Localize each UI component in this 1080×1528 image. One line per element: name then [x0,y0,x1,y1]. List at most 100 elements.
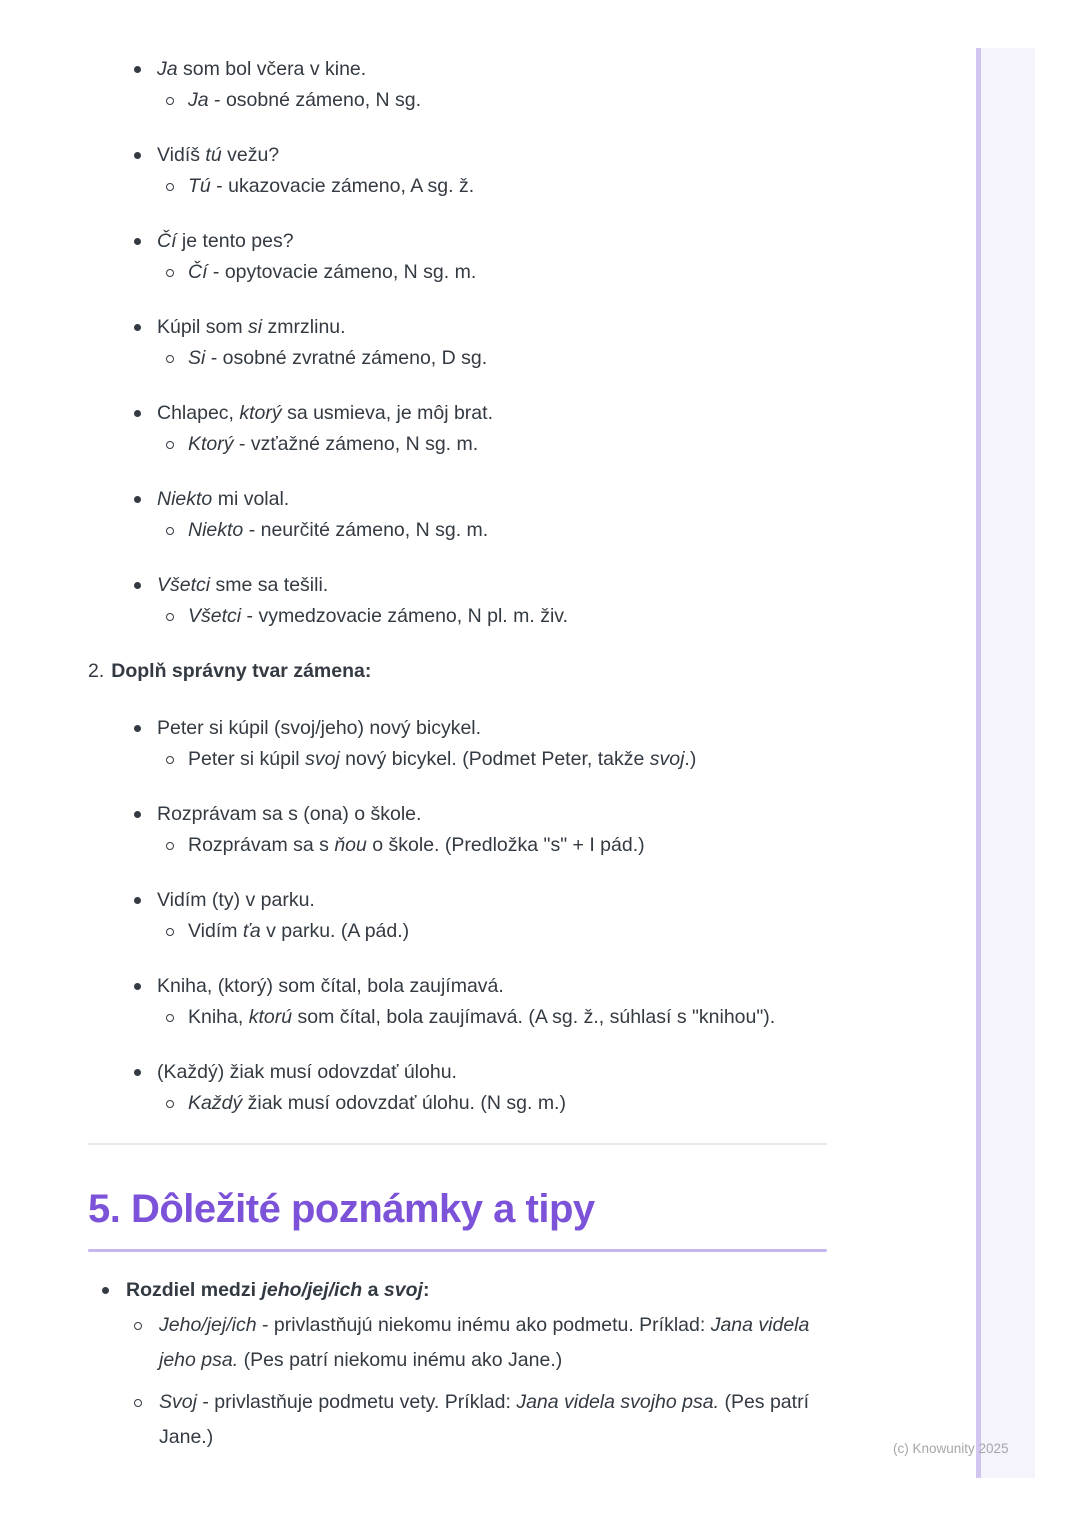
text-segment: (Každý) žiak musí odovzdať úlohu. [157,1061,457,1083]
sentence-text: Všetci sme sa tešili. [157,570,328,601]
list-item-sentence: Peter si kúpil (svoj/jeho) nový bicykel. [88,713,827,744]
exercise1-answer-list: Ja som bol včera v kine. Ja - osobné záme… [88,54,827,632]
text-segment: Všetci [157,574,211,596]
text-segment: Ja [188,89,209,111]
bullet-icon [134,1069,141,1076]
text-segment: nový bicykel. (Podmet Peter, takže [339,748,650,770]
text-segment: ktorú [248,1006,293,1028]
text-segment: žiak musí odovzdať úlohu. (N sg. m.) [242,1092,566,1114]
text-segment: Kniha, [188,1006,249,1028]
bullet-icon [134,897,141,904]
text-segment: v parku. (A pád.) [260,920,410,942]
text-segment: Rozdiel medzi [126,1279,262,1301]
explanation-text: Každý žiak musí odovzdať úlohu. (N sg. m… [188,1088,566,1119]
bullet-icon [134,66,141,73]
explanation-text: Ja - osobné zámeno, N sg. [188,85,421,116]
text-segment: ťa [242,920,261,942]
list-item: Kúpil som si zmrzlinu. Si - osobné zvratn… [88,312,827,374]
sentence-text: Ja som bol včera v kine. [157,54,366,85]
bullet-icon [134,410,141,417]
text-segment: si [248,316,263,338]
circle-bullet-icon [166,755,174,764]
explanation-text: Niekto - neurčité zámeno, N sg. m. [188,515,488,546]
sentence-text: (Každý) žiak musí odovzdať úlohu. [157,1057,457,1088]
text-segment: Ja [157,58,178,80]
text-segment: Svoj [159,1391,197,1413]
section-heading: 5. Dôležité poznámky a tipy [88,1187,595,1231]
circle-bullet-icon [166,182,174,191]
text-segment: Peter si kúpil [188,748,306,770]
text-segment: Jeho/jej/ich [159,1314,257,1336]
text-segment: Jana videla jeho psa. [159,1314,810,1371]
list-item-sentence: Vidíš tú vežu? [88,140,827,171]
explanation-text: Všetci - vymedzovacie zámeno, N pl. m. ž… [188,601,568,632]
list-item: (Každý) žiak musí odovzdať úlohu. Každý ž… [88,1057,827,1119]
list-item-explanation: Peter si kúpil svoj nový bicykel. (Podme… [88,744,827,775]
text-segment: Vidím (ty) v parku. [157,889,315,911]
text-segment: a [362,1279,384,1301]
sentence-text: Vidíš tú vežu? [157,140,279,171]
text-segment: (Pes patrí niekomu inému ako Jane.) [238,1349,563,1371]
explanation-text: Jeho/jej/ich - privlastňujú niekomu iném… [159,1308,827,1378]
bullet-icon [134,152,141,159]
text-segment: (Pes patrí Jane.) [159,1391,809,1448]
content-column: Ja som bol včera v kine. Ja - osobné záme… [88,0,827,1455]
text-segment: Čí [188,261,208,283]
circle-bullet-icon [166,927,174,936]
exercise2-title: Doplň správny tvar zámena: [111,660,372,682]
explanation-text: Rozprávam sa s ňou o škole. (Predložka "… [188,830,645,861]
text-segment: Niekto [157,488,213,510]
circle-bullet-icon [166,268,174,277]
sentence-text: Čí je tento pes? [157,226,294,257]
list-item-sentence: Všetci sme sa tešili. [88,570,827,601]
text-segment: Všetci [188,605,242,627]
list-item-sentence: Kniha, (ktorý) som čítal, bola zaujímavá… [88,971,827,1002]
explanation-text: Svoj - privlastňuje podmetu vety. Príkla… [159,1385,827,1455]
text-segment: o škole. (Predložka "s" + I pád.) [366,834,645,856]
text-segment: Tú [188,175,211,197]
circle-bullet-icon [166,612,174,621]
bullet-icon [134,496,141,503]
text-segment: - osobné zvratné zámeno, D sg. [205,347,488,369]
explanation-text: Tú - ukazovacie zámeno, A sg. ž. [188,171,474,202]
list-item-sentence: Chlapec, ktorý sa usmieva, je môj brat. [88,398,827,429]
text-segment: - opytovacie zámeno, N sg. m. [207,261,477,283]
sentence-text: Rozprávam sa s (ona) o škole. [157,799,421,830]
text-segment: Peter si kúpil (svoj/jeho) nový bicykel. [157,717,482,739]
text-segment: jeho/jej/ich [261,1279,363,1301]
text-segment: Kniha, (ktorý) som čítal, bola zaujímavá… [157,975,504,997]
list-item-explanation: Ktorý - vzťažné zámeno, N sg. m. [88,429,827,460]
list-item-sentence: Ja som bol včera v kine. [88,54,827,85]
sentence-text: Chlapec, ktorý sa usmieva, je môj brat. [157,398,493,429]
list-item-sentence: (Každý) žiak musí odovzdať úlohu. [88,1057,827,1088]
circle-bullet-icon [134,1321,142,1330]
list-item-sentence: Kúpil som si zmrzlinu. [88,312,827,343]
text-segment: tú [205,144,222,166]
text-segment: Kúpil som [157,316,249,338]
text-segment: - osobné zámeno, N sg. [208,89,422,111]
list-item-explanation: Vidím ťa v parku. (A pád.) [88,916,827,947]
list-item-sentence: Rozdiel medzi jeho/jej/ich a svoj: [88,1275,827,1306]
text-segment: Chlapec, [157,402,240,424]
exercise2-number: 2. [88,660,105,682]
text-segment: - privlastňuje podmetu vety. Príklad: [196,1391,517,1413]
text-segment: som bol včera v kine. [177,58,367,80]
sentence-text: Peter si kúpil (svoj/jeho) nový bicykel. [157,713,481,744]
list-item: Rozprávam sa s (ona) o škole. Rozprávam s… [88,799,827,861]
circle-bullet-icon [166,354,174,363]
text-segment: Niekto [188,519,244,541]
list-item-sentence: Rozprávam sa s (ona) o škole. [88,799,827,830]
list-item-sentence: Niekto mi volal. [88,484,827,515]
explanation-text: Si - osobné zvratné zámeno, D sg. [188,343,487,374]
text-segment: Ktorý [188,433,234,455]
circle-bullet-icon [166,1013,174,1022]
heading-underline-rule [88,1249,827,1252]
list-item-explanation: Každý žiak musí odovzdať úlohu. (N sg. m… [88,1088,827,1119]
text-segment: - vzťažné zámeno, N sg. m. [233,433,479,455]
list-item-sentence: Čí je tento pes? [88,226,827,257]
text-segment: Si [188,347,206,369]
sentence-text: Kúpil som si zmrzlinu. [157,312,346,343]
text-segment: Čí [157,230,177,252]
list-item: Peter si kúpil (svoj/jeho) nový bicykel.… [88,713,827,775]
